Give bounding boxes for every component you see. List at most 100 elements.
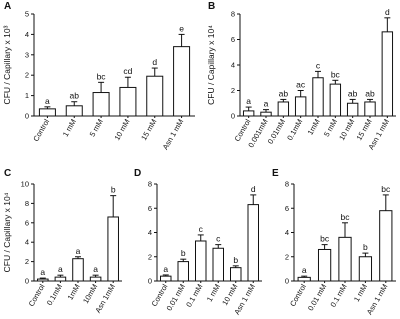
x-tick-label: Control [31,117,51,143]
x-tick-label: 15 mM [139,118,158,142]
bar [54,276,67,282]
y-tick-label: 0 [231,112,235,121]
y-tick-label: 0 [148,277,152,286]
y-tick-label: 4 [231,61,235,70]
significance-letter: c [316,60,321,70]
significance-letter: bc [97,71,107,81]
significance-letter: ac [296,80,306,90]
significance-letter: bc [341,212,351,222]
y-axis-label: CFU / Capillary x 10⁴ [2,192,12,272]
y-tick-label: 0 [25,277,29,286]
y-tick-label: 5 [25,10,29,19]
bar [146,75,164,117]
significance-letter: ab [70,91,80,101]
y-tick-label: 4 [148,228,152,237]
bar [89,276,102,282]
bar [38,108,56,117]
y-axis-label: CFU / Capillary x 10³ [2,25,12,104]
x-tick-label: Control [27,282,47,308]
bar [364,101,376,117]
x-tick-label: 0.01 mM [306,283,328,313]
bar [230,267,242,282]
x-tick-label: Control [288,282,308,308]
significance-letter: c [216,234,221,244]
y-tick-label: 6 [148,204,152,213]
y-tick-label: 6 [285,204,289,213]
bar [160,275,172,282]
x-tick-label: 0.1 mM [184,283,204,309]
x-tick-label: 0.1mM [45,283,64,307]
y-tick-label: 0 [285,277,289,286]
bar [173,46,191,117]
x-tick-label: 0.1 mM [328,283,348,309]
x-tick-label: 1mM [66,283,82,302]
bar [65,105,83,117]
y-tick-label: 4 [25,238,29,247]
bar [312,77,324,117]
panel-label: B [208,1,215,12]
significance-letter: b [363,242,368,252]
y-tick-label: 1 [25,91,29,100]
significance-letter: b [233,255,238,265]
significance-letter: ab [365,88,375,98]
significance-letter: bc [331,69,341,79]
bar [247,204,259,282]
y-tick-label: 10 [21,180,29,189]
significance-letter: a [302,265,307,275]
significance-letter: a [163,264,168,274]
y-tick-label: 2 [25,71,29,80]
bar [297,276,311,282]
x-tick-label: 1mM [306,118,322,137]
bar [346,102,359,117]
significance-letter: a [93,264,98,274]
x-tick-label: 0.1mM [285,118,304,142]
y-tick-label: 4 [25,30,29,39]
bar [107,216,119,282]
significance-letter: a [40,267,45,277]
significance-letter: a [246,96,251,106]
significance-letter: bc [381,184,391,194]
x-tick-label: Asn 1 mM [161,118,186,152]
y-tick-label: 2 [25,257,29,266]
significance-letter: a [45,96,50,106]
y-tick-label: 8 [231,10,235,19]
significance-letter: d [152,57,157,67]
panel-label: A [4,1,11,12]
significance-letter: d [385,7,390,17]
bar [277,101,290,117]
significance-letter: ab [279,88,289,98]
bar [72,258,84,282]
significance-letter: bc [320,234,330,244]
significance-letter: e [179,23,184,33]
y-tick-label: 6 [231,35,235,44]
y-tick-label: 8 [25,199,29,208]
significance-letter: a [76,246,81,256]
bar [294,96,307,117]
y-tick-label: 2 [148,252,152,261]
significance-letter: d [251,184,256,194]
x-tick-label: 10mM [81,283,99,306]
bar [329,83,342,117]
y-tick-label: 3 [25,50,29,59]
y-tick-label: 6 [25,218,29,227]
bar [37,278,49,282]
y-tick-label: 8 [285,180,289,189]
y-tick-label: 2 [231,86,235,95]
bar [177,261,189,282]
significance-letter: b [111,185,116,195]
bar [379,210,393,282]
panel-label: C [4,168,11,179]
bar [119,86,137,117]
significance-letter: a [58,264,63,274]
y-tick-label: 0 [25,112,29,121]
x-tick-label: 5 mM [322,118,339,139]
bar [242,110,255,117]
bar [195,240,207,282]
bar [381,31,394,117]
x-tick-label: 1 mM [61,118,78,139]
panel-label: D [134,168,141,179]
x-tick-label: 10 mM [112,118,131,142]
bar [212,247,224,282]
x-tick-label: 1 mM [352,283,369,304]
